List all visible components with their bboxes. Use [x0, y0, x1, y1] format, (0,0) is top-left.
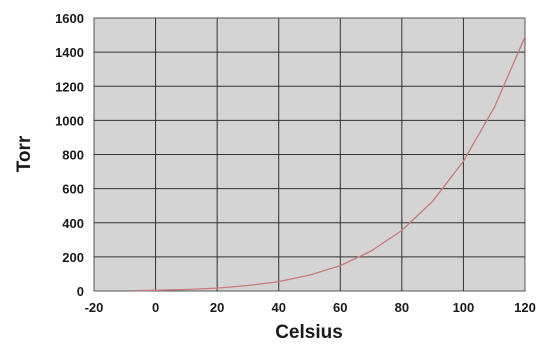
x-tick-label: 60 [333, 300, 347, 315]
x-tick-label: 120 [514, 300, 536, 315]
x-tick-label: 100 [453, 300, 475, 315]
y-tick-label: 0 [77, 284, 84, 299]
x-tick-label: 0 [152, 300, 159, 315]
y-tick-label: 400 [62, 216, 84, 231]
x-axis-title: Celsius [275, 322, 343, 343]
series-line-0 [133, 36, 526, 292]
y-tick-label: 200 [62, 250, 84, 265]
y-tick-label: 1200 [55, 79, 84, 94]
y-tick-label: 800 [62, 148, 84, 163]
data-series [133, 36, 526, 292]
y-axis-tick-labels: 0 200 400 600 800 1000 1200 1400 1600 [55, 11, 84, 299]
x-tick-label: -20 [85, 300, 104, 315]
y-tick-label: 600 [62, 182, 84, 197]
gridlines [94, 18, 525, 291]
y-tick-label: 1400 [55, 45, 84, 60]
x-tick-label: 80 [395, 300, 409, 315]
x-tick-label: 20 [210, 300, 224, 315]
y-tick-label: 1000 [55, 113, 84, 128]
y-tick-label: 1600 [55, 11, 84, 26]
x-axis-tick-labels: -20 0 20 40 60 80 100 120 [85, 300, 536, 315]
y-axis-title: Torr [14, 135, 35, 172]
x-tick-label: 40 [271, 300, 285, 315]
